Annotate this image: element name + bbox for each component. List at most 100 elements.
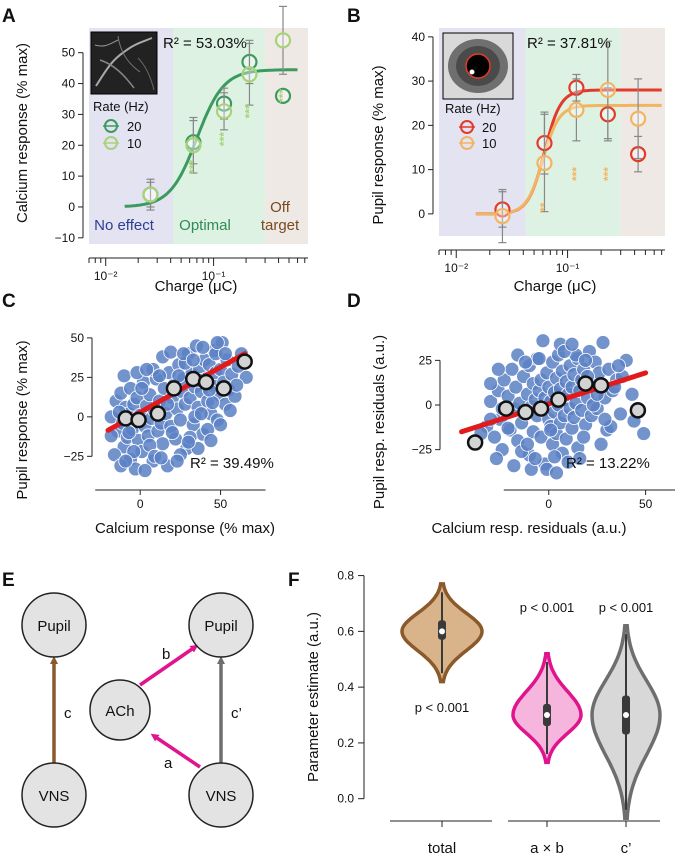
y-tick-label-a-6: 50: [62, 46, 76, 60]
y-tick-label-f-0: 0.0: [337, 792, 354, 806]
scatter-point-d-95: [547, 449, 562, 465]
panel-letter-b: B: [347, 6, 361, 27]
y-tick-label-a-2: 10: [62, 169, 76, 183]
scatter-point-d-105: [490, 361, 506, 377]
violin-median-1: [544, 712, 550, 719]
y-tick-label-d-0: −25: [412, 443, 433, 457]
panel-a: A Rate (Hz) 20 10 R² = 53.03% No effect …: [2, 5, 308, 295]
scatter-point-d-116: [535, 333, 551, 349]
x-tick-label-a-0: 10⁻²: [94, 269, 118, 283]
region-a-2: [265, 28, 308, 244]
data-point-b-s1-0: [494, 207, 511, 225]
y-tick-label-a-0: −10: [55, 231, 76, 245]
legend-title-a: Rate (Hz): [93, 99, 149, 114]
panel-letter-d: D: [347, 291, 361, 312]
x-tick-label-b-0: 10⁻²: [444, 261, 468, 275]
x-tick-label-c-1: 50: [214, 497, 228, 511]
scatter-point-d-124: [527, 451, 543, 466]
scatter-point-d-115: [518, 354, 533, 370]
data-point-b-s1-1: [536, 154, 553, 172]
binned-mean-c-1: [130, 411, 147, 429]
binned-mean-c-3: [165, 380, 183, 397]
scatter-point-c-120: [209, 335, 225, 351]
scatter-point-d-122: [636, 426, 652, 441]
scatter-point-c-97: [169, 453, 185, 469]
y-tick-label-a-5: 40: [62, 77, 76, 91]
y-axis-label-c: Pupil response (% max): [14, 340, 31, 499]
x-tick-label-f-0: total: [428, 840, 456, 857]
significance-b-1: ***: [569, 167, 583, 181]
x-tick-label-f-1: a × b: [530, 840, 564, 857]
scatter-point-c-115: [153, 450, 169, 466]
scatter-point-c-81: [126, 444, 142, 459]
edge-label-c: c: [64, 705, 72, 722]
node-vns-total: [21, 762, 87, 828]
scatter-point-d-84: [624, 386, 640, 402]
panel-f: F 0.0 0.2 0.4 0.6 0.8 total p < 0.001 a × b p < …: [288, 569, 662, 857]
binned-mean-c-7: [236, 353, 253, 370]
r2-label-d: R² = 13.22%: [566, 455, 650, 472]
scatter-point-d-12: [508, 379, 524, 395]
y-tick-label-c-1: 0: [77, 410, 84, 424]
scatter-point-d-118: [564, 336, 580, 352]
significance-a-2: ***: [242, 104, 256, 118]
legend-title-b: Rate (Hz): [445, 101, 501, 116]
node-pupil-total: [21, 592, 87, 658]
binned-mean-d-6: [592, 377, 610, 394]
y-tick-label-f-1: 0.2: [337, 736, 354, 750]
binned-mean-d-2: [517, 403, 534, 421]
y-tick-label-a-4: 30: [62, 107, 76, 121]
region-b-1: [525, 28, 621, 236]
y-tick-label-c-2: 25: [71, 370, 85, 384]
x-axis-label-c: Calcium response (% max): [95, 520, 275, 537]
legend-label-20hz-a: 20: [127, 119, 141, 134]
y-tick-label-a-3: 20: [62, 138, 76, 152]
violin-median-2: [623, 712, 629, 719]
scatter-point-c-6: [116, 368, 132, 384]
scatter-point-d-107: [520, 436, 535, 452]
scatter-point-c-109: [205, 395, 220, 411]
scatter-point-d-82: [613, 406, 628, 422]
scatter-point-d-99: [576, 429, 592, 445]
panel-letter-a: A: [2, 6, 16, 27]
y-axis-label-a: Calcium response (% max): [14, 43, 31, 223]
y-axis-label-d: Pupil resp. residuals (a.u.): [371, 335, 388, 509]
y-tick-label-a-1: 0: [68, 200, 75, 214]
x-axis-label-d: Calcium resp. residuals (a.u.): [431, 520, 626, 537]
y-tick-label-d-1: 0: [425, 398, 432, 412]
plot-d: −25 0 25 0 50: [412, 333, 675, 511]
y-tick-label-b-1: 10: [412, 163, 426, 177]
data-point-a-s1-0: [142, 186, 159, 203]
panel-letter-c: C: [2, 291, 16, 312]
scatter-point-d-117: [549, 465, 564, 481]
panel-e-mediation-diagram: E c b a c’ Pupil VNS ACh Pupil VNS: [2, 570, 254, 828]
scatter-point-c-85: [163, 344, 179, 360]
node-vns-mediated: [188, 762, 254, 828]
x-tick-label-c-0: 0: [137, 497, 144, 511]
violin-median-0: [439, 628, 445, 635]
scatter-point-c-101: [203, 433, 219, 448]
r2-label-c: R² = 39.49%: [190, 455, 274, 472]
binned-mean-d-3: [532, 400, 550, 417]
p-value-label-1: p < 0.001: [520, 600, 575, 615]
scatter-point-c-105: [164, 425, 180, 441]
scatter-point-d-123: [483, 376, 499, 391]
scatter-point-c-79: [107, 447, 122, 463]
r2-label-a: R² = 53.03%: [163, 35, 247, 52]
significance-a-1: ***: [217, 132, 231, 146]
significance-b-0: **: [537, 202, 551, 212]
binned-mean-c-5: [197, 373, 215, 391]
binned-mean-d-1: [497, 400, 515, 417]
scatter-point-c-117: [181, 434, 196, 450]
data-point-a-s1-1: [185, 137, 202, 154]
y-tick-label-b-4: 40: [412, 30, 426, 44]
node-pupil-mediated: [188, 592, 254, 658]
binned-mean-d-4: [550, 391, 567, 408]
scatter-point-c-121: [217, 346, 233, 362]
x-axis-label-b: Charge (μC): [514, 278, 597, 295]
y-tick-label-f-2: 0.4: [337, 680, 354, 694]
significance-b-2: ***: [601, 167, 615, 181]
scatter-point-c-108: [193, 406, 209, 422]
node-label-pupil-mediated: Pupil: [204, 618, 237, 635]
